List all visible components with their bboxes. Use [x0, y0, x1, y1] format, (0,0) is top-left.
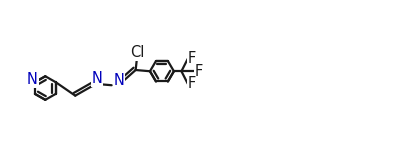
- Text: F: F: [195, 64, 203, 79]
- Text: F: F: [187, 51, 196, 66]
- Text: N: N: [92, 71, 103, 86]
- Text: F: F: [187, 76, 196, 91]
- Text: N: N: [114, 73, 125, 88]
- Text: N: N: [27, 72, 38, 87]
- Text: Cl: Cl: [130, 45, 144, 60]
